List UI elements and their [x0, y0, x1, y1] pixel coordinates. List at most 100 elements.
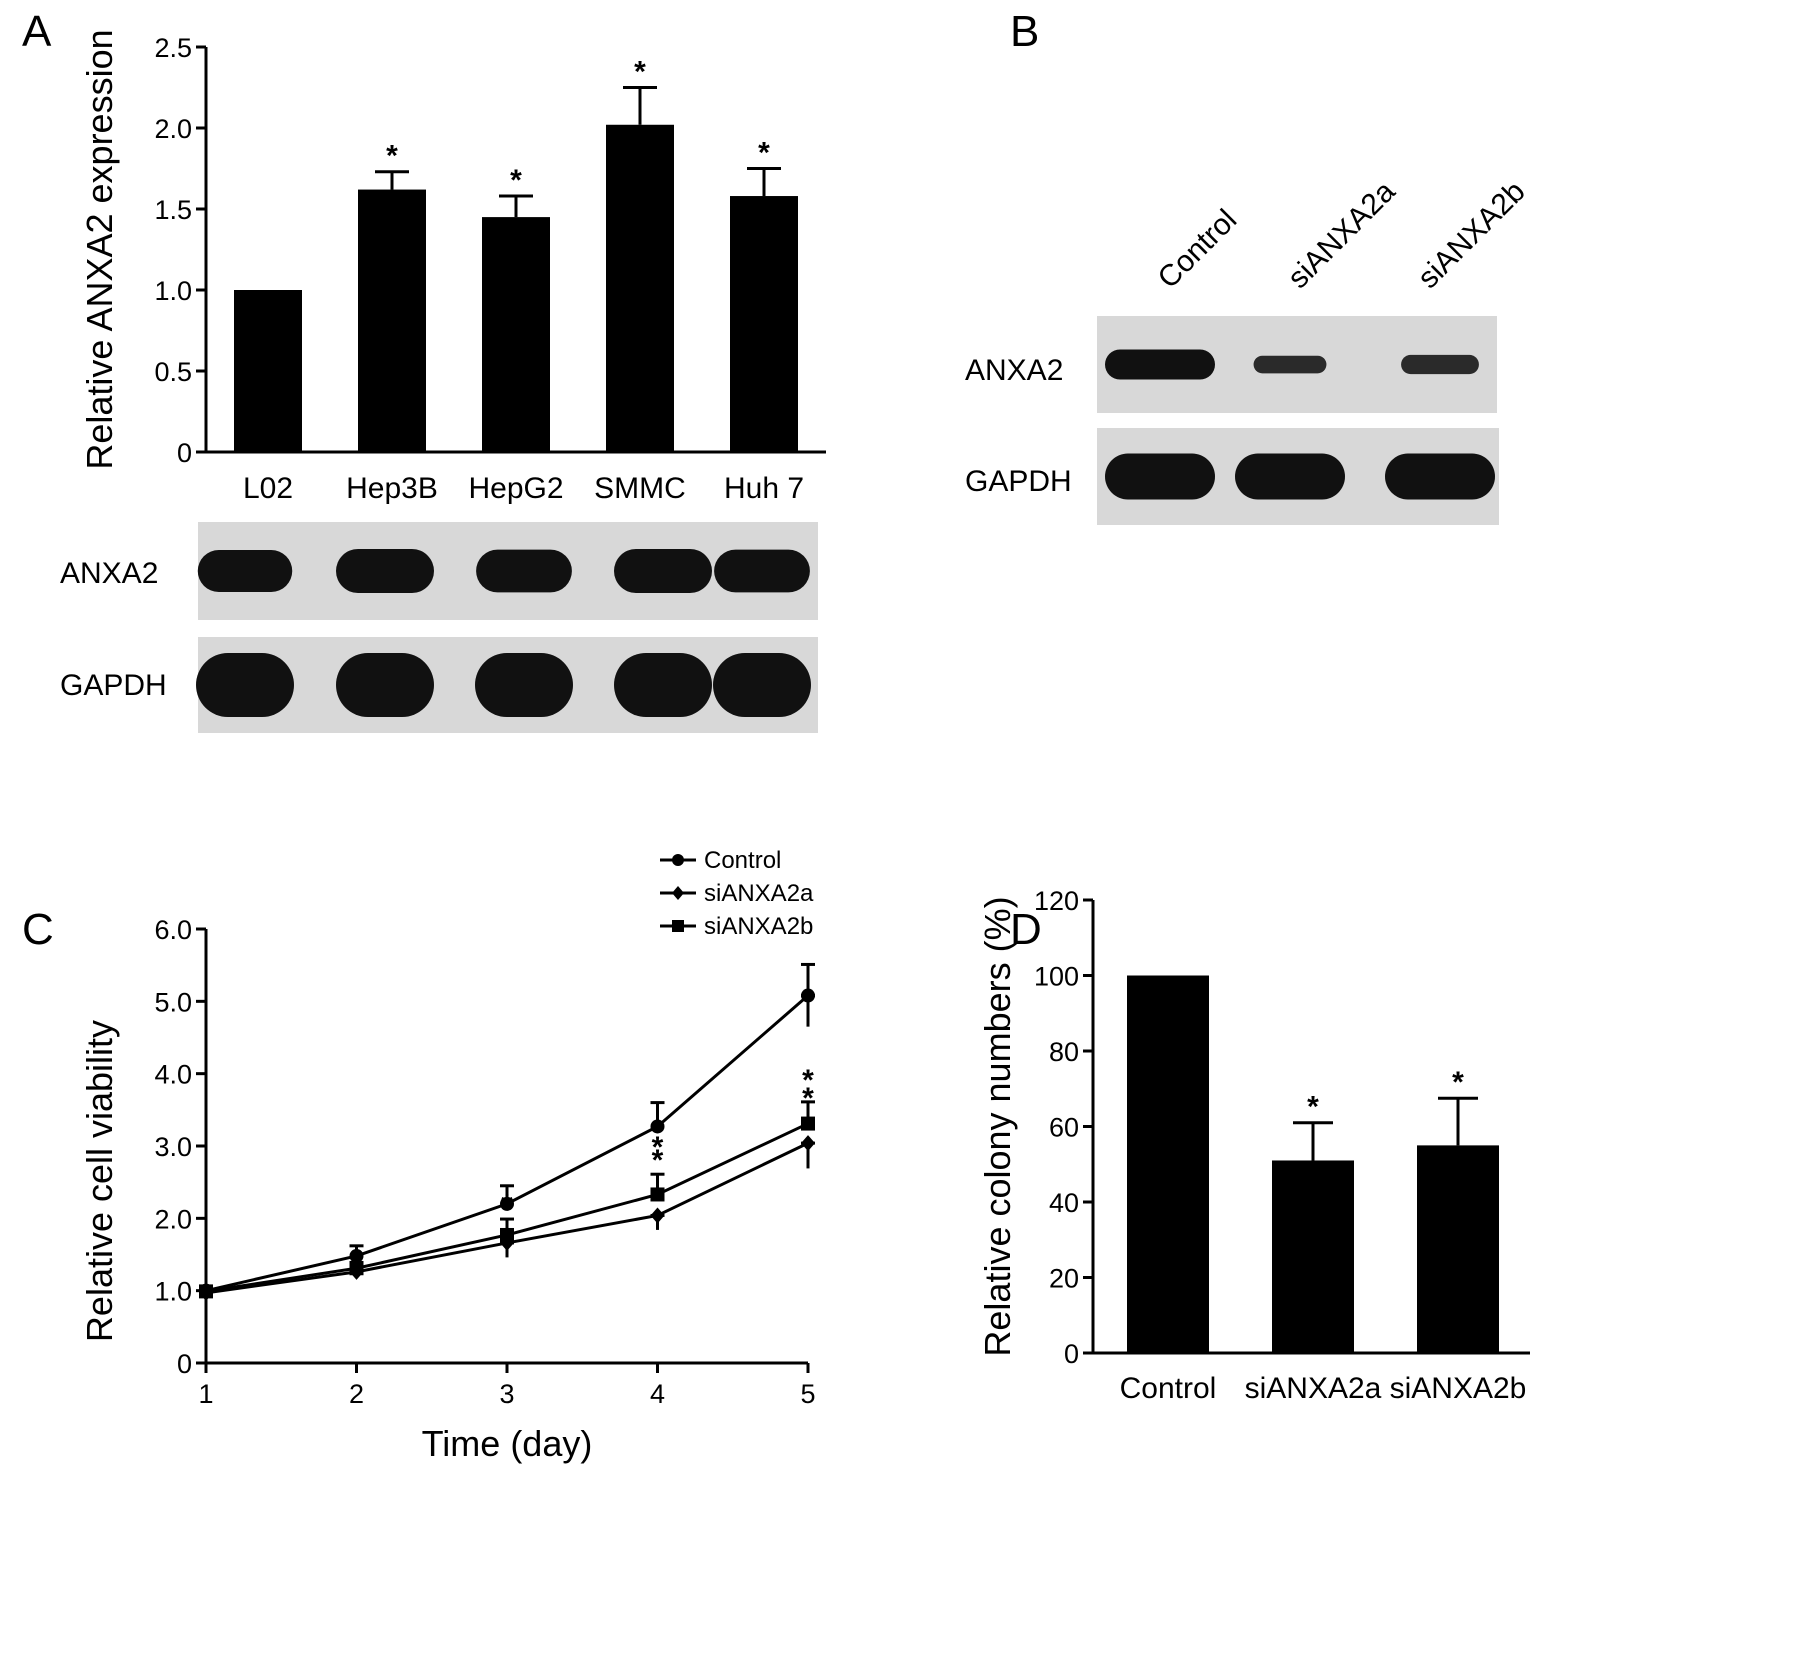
- panel-d-bar-chart: 0 20 40 60 80 100 120 Relative colony numbers (…: [977, 886, 1530, 1405]
- y-tick-label: 1.5: [154, 195, 192, 225]
- blot-band-anxa2: [614, 549, 712, 593]
- y-tick-label: 0: [1064, 1339, 1079, 1369]
- y-tick-label: 1.0: [154, 1277, 192, 1307]
- blot-row-label: GAPDH: [60, 669, 167, 702]
- data-point-sianxa2b: [500, 1227, 514, 1242]
- significance-marker: *: [501, 1189, 513, 1222]
- y-tick-label: 2.0: [154, 114, 192, 144]
- bar-sianxa2b: [1417, 1145, 1499, 1353]
- y-tick-label: 1.0: [154, 276, 192, 306]
- legend-label: siANXA2b: [704, 913, 813, 940]
- significance-marker: *: [386, 140, 398, 173]
- blot-band-anxa2: [197, 549, 293, 593]
- significance-marker: *: [652, 1131, 664, 1164]
- y-tick-label: 0: [177, 438, 192, 468]
- legend-marker-control: [672, 854, 684, 866]
- blot-band-gapdh: [713, 653, 811, 717]
- y-tick-label: 2.5: [154, 33, 192, 63]
- y-tick-label: 4.0: [154, 1060, 192, 1090]
- y-tick-label: 6.0: [154, 915, 192, 945]
- blot-band-gapdh: [475, 653, 573, 717]
- significance-marker: *: [652, 1144, 664, 1177]
- bar-control: [1127, 975, 1209, 1353]
- y-axis-label: Relative cell viability: [79, 1020, 120, 1342]
- bar-l02: [234, 290, 302, 452]
- panel-label-b: B: [1010, 7, 1039, 56]
- y-tick-label: 120: [1034, 886, 1079, 916]
- blot-band-anxa2: [1253, 355, 1327, 374]
- data-point-control: [500, 1196, 514, 1211]
- blot-band-anxa2: [1105, 349, 1215, 380]
- data-point-sianxa2a: [650, 1207, 665, 1224]
- panel-c-line-chart: 0 1.0 2.0 3.0 4.0 5.0 6.0 1 2 3 4 5 Time (day) Relati…: [79, 847, 816, 1464]
- significance-marker: *: [802, 1064, 814, 1097]
- bar-hep3b: [358, 189, 426, 452]
- x-tick-label: 1: [198, 1379, 213, 1409]
- legend-label: Control: [704, 847, 781, 874]
- data-point-control: [349, 1248, 364, 1263]
- legend-marker-sianxa2a: [672, 886, 684, 900]
- blot-lane-label: siANXA2b: [1412, 175, 1532, 295]
- bar-hepg2: [482, 217, 550, 452]
- significance-marker: *: [634, 56, 646, 89]
- significance-marker: *: [1307, 1091, 1319, 1124]
- data-point-control: [650, 1119, 665, 1134]
- y-tick-label: 40: [1049, 1188, 1079, 1218]
- y-tick-label: 0.5: [154, 357, 192, 387]
- data-point-sianxa2b: [801, 1116, 815, 1131]
- legend-label: siANXA2a: [704, 880, 814, 907]
- significance-marker: *: [802, 1082, 814, 1115]
- y-tick-label: 100: [1034, 962, 1079, 992]
- blot-band-gapdh: [1385, 453, 1495, 500]
- panel-label-d: D: [1010, 905, 1042, 954]
- x-category-label: Control: [1120, 1372, 1217, 1405]
- y-axis-label: Relative colony numbers (%): [977, 896, 1018, 1356]
- x-tick-label: 2: [349, 1379, 364, 1409]
- blot-band-gapdh: [614, 653, 712, 717]
- x-category-label: L02: [243, 472, 293, 505]
- panel-label-c: C: [22, 905, 54, 954]
- panel-a-western-blot: ANXA2 GAPDH: [60, 522, 818, 733]
- x-category-label: Huh 7: [724, 472, 804, 505]
- significance-marker: *: [510, 164, 522, 197]
- blot-row-label: GAPDH: [965, 465, 1072, 498]
- y-tick-label: 5.0: [154, 987, 192, 1017]
- data-point-sianxa2b: [349, 1261, 364, 1276]
- legend-marker-sianxa2b: [672, 920, 684, 932]
- blot-band-gapdh: [1235, 453, 1345, 500]
- x-category-label: SMMC: [594, 472, 686, 505]
- blot-band-anxa2: [476, 549, 572, 593]
- panel-b-western-blot: ANXA2 GAPDH Control siANXA2a siANXA2b: [965, 175, 1532, 525]
- x-category-label: HepG2: [468, 472, 563, 505]
- bar-smmc: [606, 124, 674, 452]
- data-point-sianxa2a: [801, 1135, 815, 1152]
- blot-row-label: ANXA2: [965, 354, 1063, 387]
- data-point-sianxa2b: [650, 1187, 665, 1202]
- x-tick-label: 4: [650, 1379, 665, 1409]
- x-axis-label: Time (day): [422, 1423, 593, 1464]
- y-tick-label: 0: [177, 1349, 192, 1379]
- blot-lane-label: Control: [1152, 203, 1244, 295]
- y-axis-label: Relative ANXA2 expression: [79, 29, 120, 469]
- y-tick-label: 2.0: [154, 1204, 192, 1234]
- blot-band-anxa2: [1401, 354, 1479, 375]
- bar-sianxa2a: [1272, 1160, 1354, 1353]
- significance-marker: *: [758, 137, 770, 170]
- y-tick-label: 3.0: [154, 1132, 192, 1162]
- panel-a-bar-chart: 0 0.5 1.0 1.5 2.0 2.5 Relative ANXA2 expressio…: [79, 29, 826, 505]
- blot-row-label: ANXA2: [60, 557, 158, 590]
- bar-huh-7: [730, 196, 798, 452]
- blot-lane-label: siANXA2a: [1282, 175, 1402, 295]
- blot-band-gapdh: [196, 653, 294, 717]
- blot-band-gapdh: [1105, 453, 1215, 500]
- blot-band-anxa2: [714, 549, 810, 593]
- x-tick-label: 5: [800, 1379, 815, 1409]
- y-tick-label: 20: [1049, 1264, 1079, 1294]
- x-category-label: siANXA2b: [1390, 1372, 1527, 1405]
- blot-band-gapdh: [336, 653, 434, 717]
- panel-label-a: A: [22, 7, 52, 56]
- y-tick-label: 60: [1049, 1113, 1079, 1143]
- y-tick-label: 80: [1049, 1037, 1079, 1067]
- data-point-sianxa2b: [199, 1284, 213, 1299]
